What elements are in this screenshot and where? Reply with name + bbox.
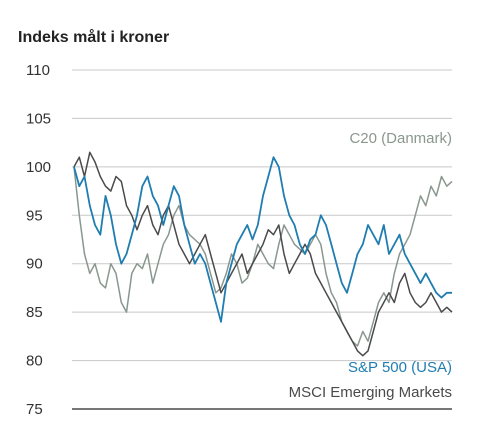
y-tick-label: 85 [26,304,43,321]
y-tick-label: 100 [26,159,51,176]
series-lines [73,151,453,357]
y-tick-label: 105 [26,110,51,127]
legend-msci: MSCI Emerging Markets [289,384,452,401]
legend-sp500: S&P 500 (USA) [348,359,452,376]
y-tick-label: 110 [26,62,50,79]
legend-c20: C20 (Danmark) [349,130,452,147]
y-tick-label: 90 [26,256,43,273]
y-tick-label: 80 [26,353,43,370]
y-axis-title: Indeks målt i kroner [18,28,169,46]
y-tick-label: 75 [26,401,43,418]
y-tick-label: 95 [26,207,43,224]
y-tick-labels: 75 80 85 90 95 100 105 110 [26,62,51,418]
series-line-c20 [73,166,453,347]
series-line-sp500 [73,156,452,323]
gridlines [72,69,452,410]
series-line-msci [73,151,453,357]
inline-legend: C20 (Danmark) S&P 500 (USA) MSCI Emergin… [289,130,452,401]
